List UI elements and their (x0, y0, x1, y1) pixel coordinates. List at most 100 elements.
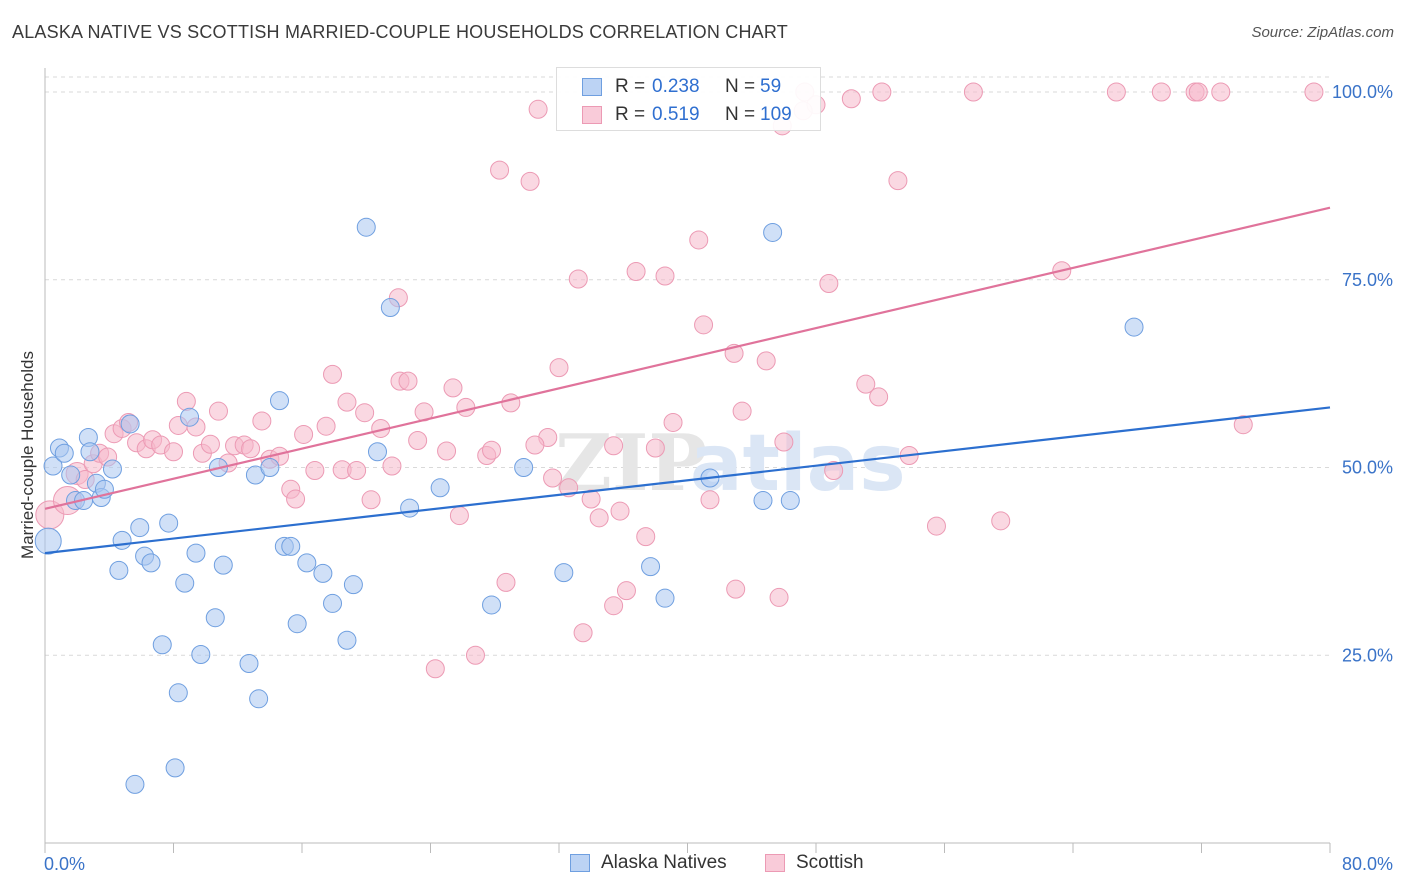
alaska-natives-point (430, 478, 450, 498)
scottish-point (337, 392, 357, 412)
scottish-point (732, 401, 752, 421)
scottish-point (465, 645, 485, 665)
scottish-point (568, 269, 588, 289)
alaska-natives-point (367, 442, 387, 462)
alaska-natives-point (323, 593, 343, 613)
scottish-point (756, 351, 776, 371)
scottish-point (856, 374, 876, 394)
scottish-point (689, 230, 709, 250)
alaska-natives-point (109, 560, 129, 580)
scottish-point (176, 391, 196, 411)
scottish-point (626, 262, 646, 282)
scottish-point (604, 596, 624, 616)
alaska-natives-point (80, 442, 100, 462)
alaska-natives-point (655, 588, 675, 608)
scottish-point (872, 82, 892, 102)
legend-n-label: N = (725, 104, 756, 125)
legend-swatch-pink (582, 106, 602, 124)
alaska-natives-point (380, 298, 400, 318)
y-tick-label: 50.0% (1342, 458, 1393, 478)
scottish-point (700, 490, 720, 510)
alaska-natives-point (239, 654, 259, 674)
alaska-natives-point (102, 459, 122, 479)
alaska-natives-point (175, 573, 195, 593)
axes (44, 68, 1331, 853)
scottish-point (323, 364, 343, 384)
scottish-point (616, 581, 636, 601)
scottish-point (841, 89, 861, 109)
legend-swatch-blue (570, 854, 590, 872)
scottish-point (645, 438, 665, 458)
scottish-point (573, 623, 593, 643)
scottish-point (316, 416, 336, 436)
scottish-point (769, 587, 789, 607)
trend-line-alaska-natives (44, 406, 1331, 555)
scottish-point (208, 401, 228, 421)
scottish-point (164, 442, 183, 462)
alaska-natives-point (249, 689, 269, 709)
legend-swatch-pink (765, 854, 785, 872)
alaska-natives-point (43, 456, 63, 476)
scottish-point (200, 434, 220, 454)
scottish-point (425, 659, 445, 679)
alaska-natives-point (780, 491, 800, 511)
scottish-point (456, 397, 476, 417)
series-alaska-natives-points (34, 217, 1144, 794)
scottish-point (437, 441, 457, 461)
alaska-natives-point (260, 458, 280, 478)
y-tick-label: 100.0% (1332, 82, 1393, 102)
alaska-natives-point (213, 555, 233, 575)
legend-row-alaska-natives: R = 0.238 N = 59 (557, 74, 820, 102)
scottish-point (520, 171, 540, 191)
alaska-natives-point (159, 513, 179, 533)
alaska-natives-point (337, 630, 357, 650)
scottish-point (355, 403, 375, 423)
watermark-atlas: atlas (690, 419, 906, 509)
scottish-point (501, 393, 521, 413)
scottish-point (496, 572, 516, 592)
x-tick-label: 0.0% (44, 854, 85, 874)
trend-line-scottish (44, 206, 1331, 510)
chart-title: ALASKA NATIVE VS SCOTTISH MARRIED-COUPLE… (12, 22, 788, 42)
scottish-point (963, 82, 983, 102)
x-tick-labels: 0.0% 80.0% (44, 854, 1393, 874)
scottish-point (398, 371, 418, 391)
alaska-natives-point (356, 217, 376, 237)
legend-n-value: 109 (760, 104, 792, 125)
alaska-natives-point (125, 774, 145, 794)
scottish-point (655, 266, 675, 286)
alaska-natives-point (141, 553, 161, 573)
series-scottish-points (35, 82, 1324, 679)
alaska-natives-point (554, 563, 574, 583)
alaska-natives-point (313, 563, 333, 583)
legend-label: Scottish (796, 852, 864, 873)
alaska-natives-point (753, 491, 773, 511)
alaska-natives-point (152, 635, 172, 655)
scottish-point (636, 527, 656, 547)
scottish-point (1211, 82, 1231, 102)
alaska-natives-point (61, 465, 81, 485)
y-tick-labels: 25.0% 50.0% 75.0% 100.0% (1332, 82, 1393, 665)
alaska-natives-point (641, 557, 661, 577)
scottish-point (991, 511, 1011, 531)
scottish-point (610, 501, 630, 521)
scottish-point (252, 411, 272, 431)
scottish-point (726, 579, 746, 599)
scottish-point (604, 436, 624, 456)
scottish-point (525, 435, 545, 455)
correlation-legend: R = 0.238 N = 59 R = 0.519 N = 109 (556, 67, 821, 131)
alaska-natives-point (400, 498, 420, 518)
scottish-point (382, 456, 402, 476)
alaska-natives-point (343, 575, 363, 595)
alaska-natives-point (130, 518, 150, 538)
scottish-point (694, 315, 714, 335)
scottish-point (926, 516, 946, 536)
alaska-natives-point (34, 527, 62, 555)
legend-label: Alaska Natives (601, 852, 727, 873)
alaska-natives-point (191, 645, 211, 665)
scottish-point (482, 440, 502, 460)
alaska-natives-point (120, 414, 140, 434)
alaska-natives-point (205, 608, 225, 628)
alaska-natives-point (297, 553, 317, 573)
alaska-natives-point (186, 543, 206, 563)
